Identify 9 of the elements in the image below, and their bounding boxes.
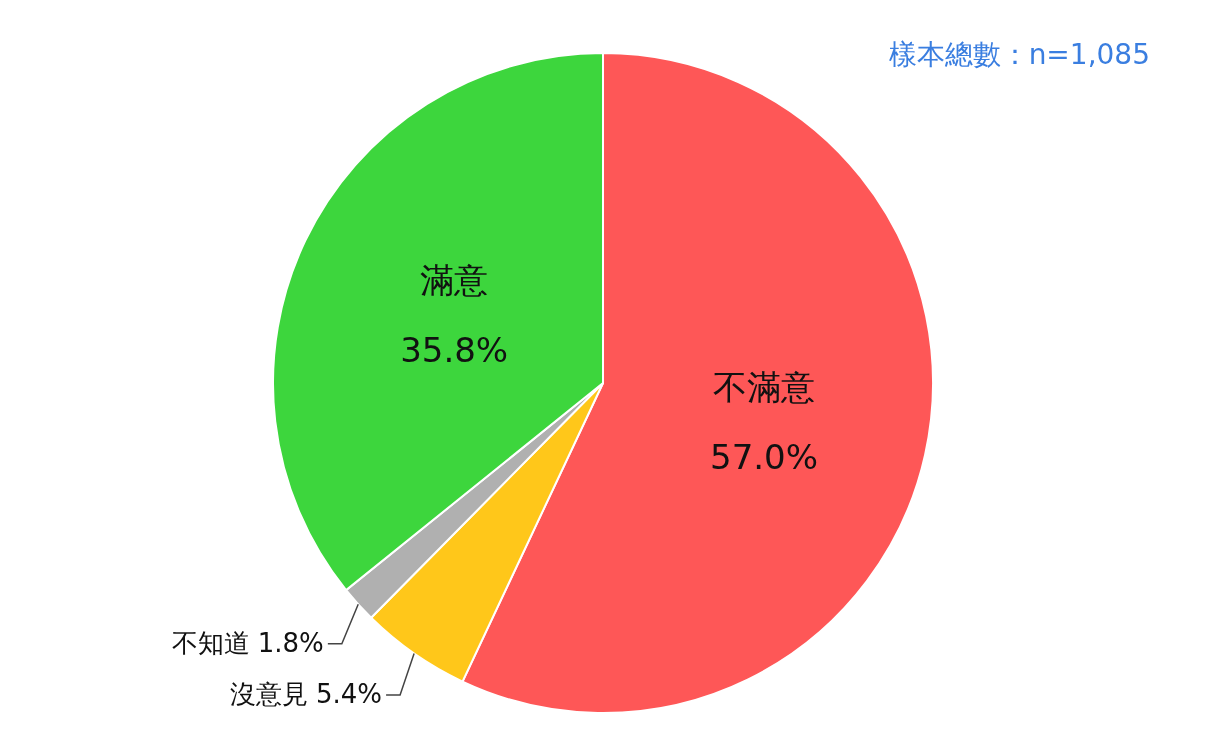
slice-label: 滿意 [420,259,489,300]
data-label: 35.8% [400,329,509,370]
slice-label: 沒意見 [229,679,308,710]
text: 樣本總數：n=1,085 [888,37,1150,73]
data-label: 1.8% [257,627,324,658]
data-label: 57.0% [710,436,819,477]
slice-label: 不滿意 [713,366,816,407]
slice-label: 不知道 [171,627,250,658]
data-label: 5.4% [316,679,383,710]
